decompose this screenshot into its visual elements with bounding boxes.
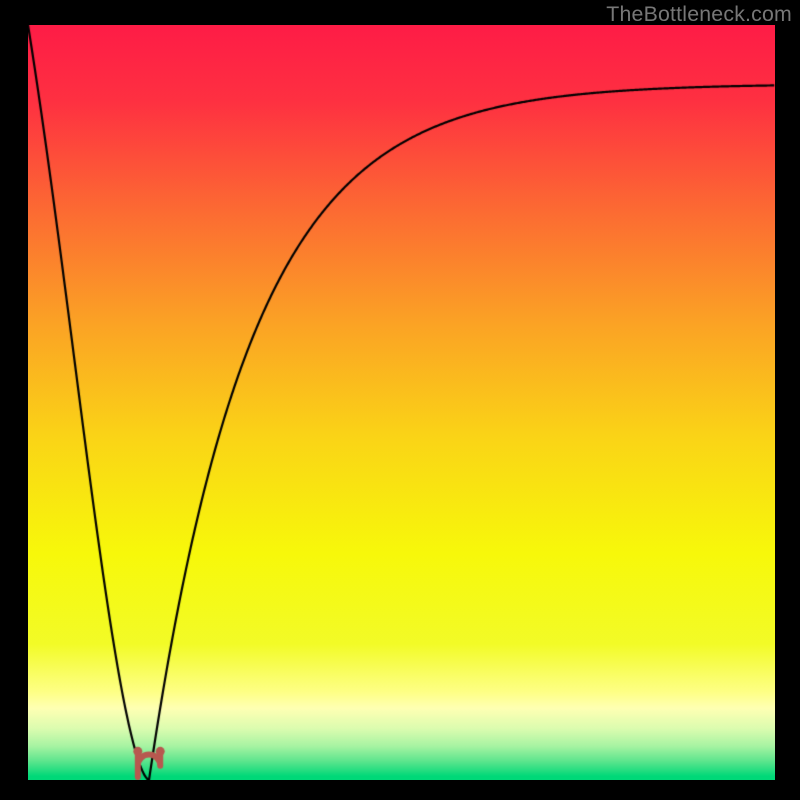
watermark-text: TheBottleneck.com <box>606 2 792 27</box>
bottleneck-curve-plot <box>28 25 775 780</box>
chart-stage: TheBottleneck.com <box>0 0 800 800</box>
